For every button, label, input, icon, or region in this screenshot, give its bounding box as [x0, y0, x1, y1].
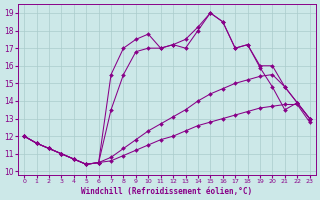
X-axis label: Windchill (Refroidissement éolien,°C): Windchill (Refroidissement éolien,°C) [81, 187, 252, 196]
